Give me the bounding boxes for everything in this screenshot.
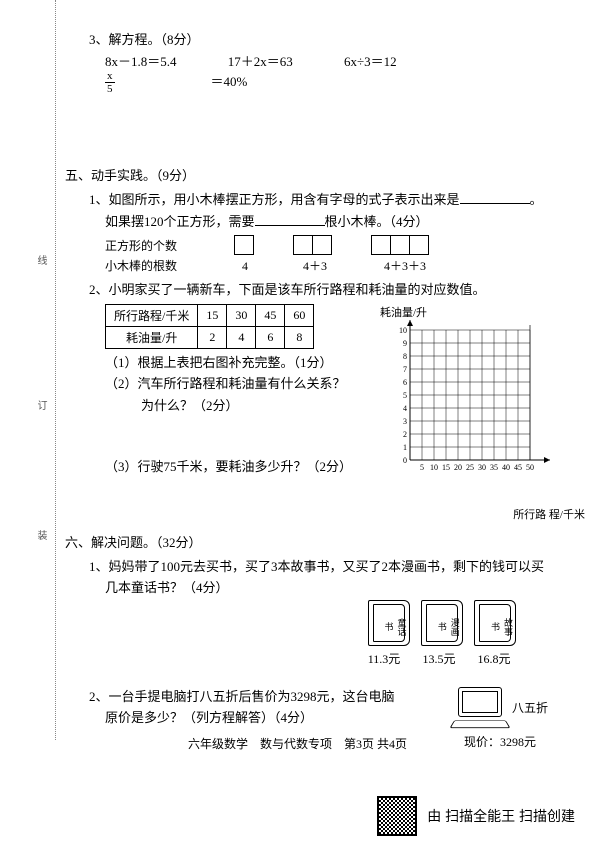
sq-count-1: 4 bbox=[235, 259, 255, 274]
s5-q2-intro: 2、小明家买了一辆新车，下面是该车所行路程和耗油量的对应数值。 bbox=[89, 280, 560, 300]
price-row: 11.3元 13.5元 16.8元 bbox=[65, 650, 520, 667]
svg-text:50: 50 bbox=[526, 463, 534, 472]
blank-1 bbox=[460, 190, 530, 204]
svg-text:8: 8 bbox=[403, 352, 407, 361]
svg-text:40: 40 bbox=[502, 463, 510, 472]
svg-text:5: 5 bbox=[420, 463, 424, 472]
sq-group-2 bbox=[294, 235, 332, 255]
svg-text:9: 9 bbox=[403, 339, 407, 348]
qr-footer: 由 扫描全能王 扫描创建 bbox=[377, 796, 575, 836]
svg-text:3: 3 bbox=[403, 417, 407, 426]
grid-chart: 耗油量/升 109876543210 5101520253035404550 所… bbox=[390, 320, 565, 495]
svg-text:45: 45 bbox=[514, 463, 522, 472]
qr-text: 由 扫描全能王 扫描创建 bbox=[427, 806, 575, 826]
svg-text:5: 5 bbox=[403, 391, 407, 400]
chart-x-label: 所行路 程/千米 bbox=[513, 509, 585, 521]
sq-group-3 bbox=[372, 235, 429, 255]
side-label-a: 线 bbox=[33, 255, 48, 265]
svg-text:10: 10 bbox=[399, 326, 407, 335]
eq-2: 17＋2x＝63 bbox=[228, 52, 293, 72]
svg-text:6: 6 bbox=[403, 378, 407, 387]
binding-line bbox=[55, 0, 56, 740]
s6-q1a: 1、妈妈带了100元去买书，买了3本故事书，又买了2本漫画书，剩下的钱可以买 bbox=[89, 557, 560, 577]
svg-text:30: 30 bbox=[478, 463, 486, 472]
s6-q2b: 原价是多少？（列方程解答）（4分） bbox=[105, 708, 440, 728]
s5-q1-line1: 1、如图所示，用小木棒摆正方形，用含有字母的式子表示出来是。 bbox=[89, 190, 560, 210]
page-footer: 六年级数学 数与代数专项 第3页 共4页 bbox=[0, 735, 595, 752]
section-6-title: 六、解决问题。（32分） bbox=[65, 532, 560, 551]
svg-text:10: 10 bbox=[430, 463, 438, 472]
side-label-b: 订 bbox=[33, 400, 48, 410]
svg-text:35: 35 bbox=[490, 463, 498, 472]
sq-count-2: 4＋3 bbox=[295, 257, 335, 274]
svg-text:15: 15 bbox=[442, 463, 450, 472]
discount-tag: 八五折 bbox=[512, 699, 548, 716]
svg-text:20: 20 bbox=[454, 463, 462, 472]
chart-grid: 109876543210 5101520253035404550 bbox=[390, 320, 555, 480]
q3-title: 3、解方程。（8分） bbox=[89, 30, 560, 50]
book-3: 故事书 bbox=[474, 600, 516, 646]
sq-count-3: 4＋3＋3 bbox=[375, 257, 435, 274]
s6-q1b: 几本童话书？（4分） bbox=[105, 578, 560, 598]
data-table: 所行路程/千米 15 30 45 60 耗油量/升 2 4 6 8 bbox=[105, 304, 314, 349]
svg-text:1: 1 bbox=[403, 443, 407, 452]
books-row: 童话书 漫画书 故事书 bbox=[65, 600, 520, 650]
blank-2 bbox=[255, 212, 325, 226]
eq-3: 6x÷3＝12 bbox=[344, 52, 397, 72]
eq-1: 8x－1.8＝5.4 bbox=[105, 52, 177, 72]
svg-text:4: 4 bbox=[403, 404, 407, 413]
svg-text:0: 0 bbox=[403, 456, 407, 465]
svg-text:7: 7 bbox=[403, 365, 407, 374]
laptop-icon bbox=[452, 687, 508, 729]
fraction: x 5 bbox=[105, 71, 163, 95]
side-label-c: 装 bbox=[33, 530, 48, 540]
s5-q1-line2: 如果摆120个正方形，需要根小木棒。（4分） bbox=[105, 212, 560, 232]
svg-text:2: 2 bbox=[403, 430, 407, 439]
svg-text:25: 25 bbox=[466, 463, 474, 472]
qr-code-icon bbox=[377, 796, 417, 836]
q3-equations: 8x－1.8＝5.4 17＋2x＝63 6x÷3＝12 x 5 ＝40% bbox=[105, 52, 560, 96]
eq-4: x 5 ＝40% bbox=[105, 71, 295, 95]
row-label-a: 正方形的个数 bbox=[105, 237, 195, 254]
s6-q2a: 2、一台手提电脑打八五折后售价为3298元，这台电脑 bbox=[89, 687, 440, 707]
chart-y-label: 耗油量/升 bbox=[380, 304, 427, 320]
row-label-b: 小木棒的根数 bbox=[105, 257, 195, 274]
section-5-title: 五、动手实践。（9分） bbox=[65, 165, 560, 184]
book-2: 漫画书 bbox=[421, 600, 463, 646]
book-1: 童话书 bbox=[368, 600, 410, 646]
sq-group-1 bbox=[235, 235, 254, 255]
